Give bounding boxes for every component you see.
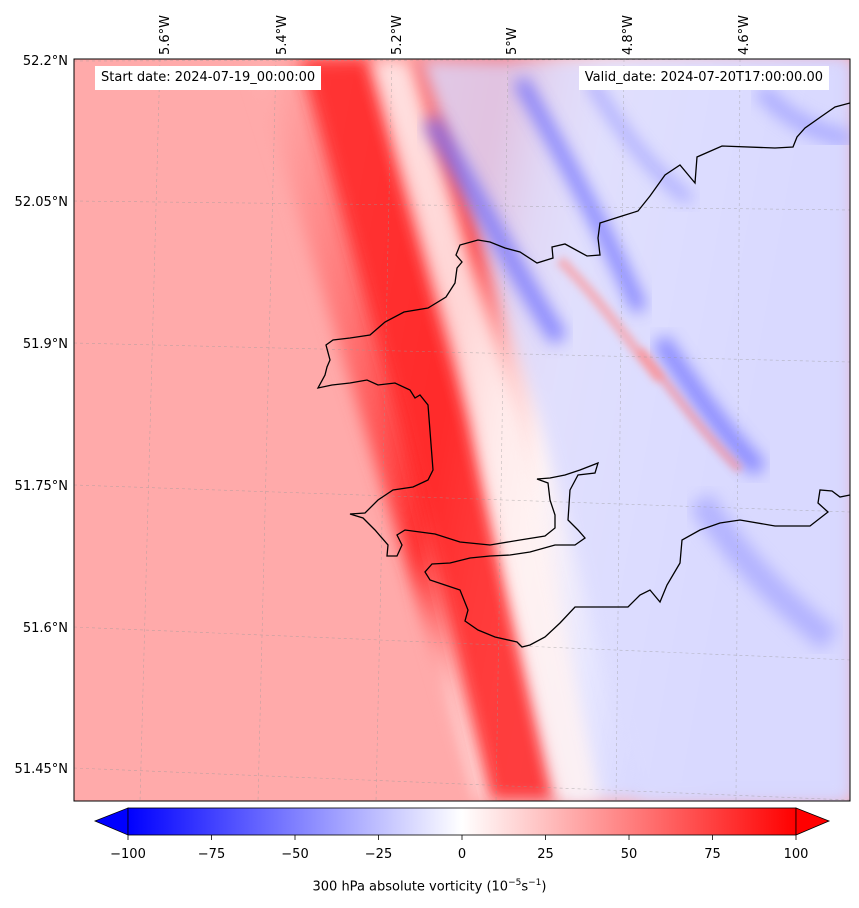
colorbar-title-exponent: −5 [508, 878, 522, 888]
lon-label: 5°W [505, 27, 520, 55]
colorbar-tick-label: 25 [537, 847, 554, 862]
colorbar-tick-label: 75 [704, 847, 721, 862]
colorbar-tick-label: 0 [458, 847, 466, 862]
colorbar-title-unit: s [521, 879, 529, 895]
start-date-label: Start date: 2024-07-19_00:00:00 [95, 66, 322, 90]
vorticity-field [74, 59, 850, 801]
lat-label: 51.9°N [23, 337, 68, 352]
colorbar-bar [127, 807, 797, 836]
colorbar-tick-label: −25 [365, 847, 392, 862]
lon-label: 4.8°W [621, 15, 636, 55]
colorbar-ticks [127, 835, 797, 840]
lon-label: 4.6°W [737, 15, 752, 55]
valid-date-label: Valid_date: 2024-07-20T17:00:00.00 [578, 66, 829, 90]
colorbar-tick-label: −50 [281, 847, 308, 862]
colorbar-tick-label: 50 [621, 847, 638, 862]
colorbar-high-extension [795, 807, 831, 836]
lon-label: 5.4°W [275, 15, 290, 55]
colorbar-low-extension [93, 807, 129, 836]
colorbar-title-text: 300 hPa absolute vorticity (10 [312, 879, 509, 895]
lon-label: 5.2°W [390, 15, 405, 55]
lat-label: 51.75°N [15, 479, 68, 494]
colorbar-tick-label: 100 [784, 847, 809, 862]
lon-axis-labels: 5.6°W 5.4°W 5.2°W 5°W 4.8°W 4.6°W [158, 15, 752, 55]
colorbar-tick-label: −75 [198, 847, 225, 862]
lat-label: 51.6°N [23, 621, 68, 636]
lat-label: 52.05°N [15, 195, 68, 210]
graticule [74, 59, 850, 801]
colorbar-title-close: ) [541, 879, 547, 895]
map-frame [73, 58, 851, 802]
lat-axis-labels: 52.2°N 52.05°N 51.9°N 51.75°N 51.6°N 51.… [15, 54, 68, 777]
lat-label: 52.2°N [23, 54, 68, 69]
lon-label: 5.6°W [158, 15, 173, 55]
colorbar-tick-label: −100 [110, 847, 146, 862]
colorbar: −100 −75 −50 −25 0 25 50 75 100 [93, 807, 831, 862]
colorbar-title: 300 hPa absolute vorticity (10−5s−1) [0, 878, 859, 894]
coastline [316, 102, 850, 648]
colorbar-title-exponent: −1 [528, 878, 542, 888]
lat-label: 51.45°N [15, 762, 68, 777]
